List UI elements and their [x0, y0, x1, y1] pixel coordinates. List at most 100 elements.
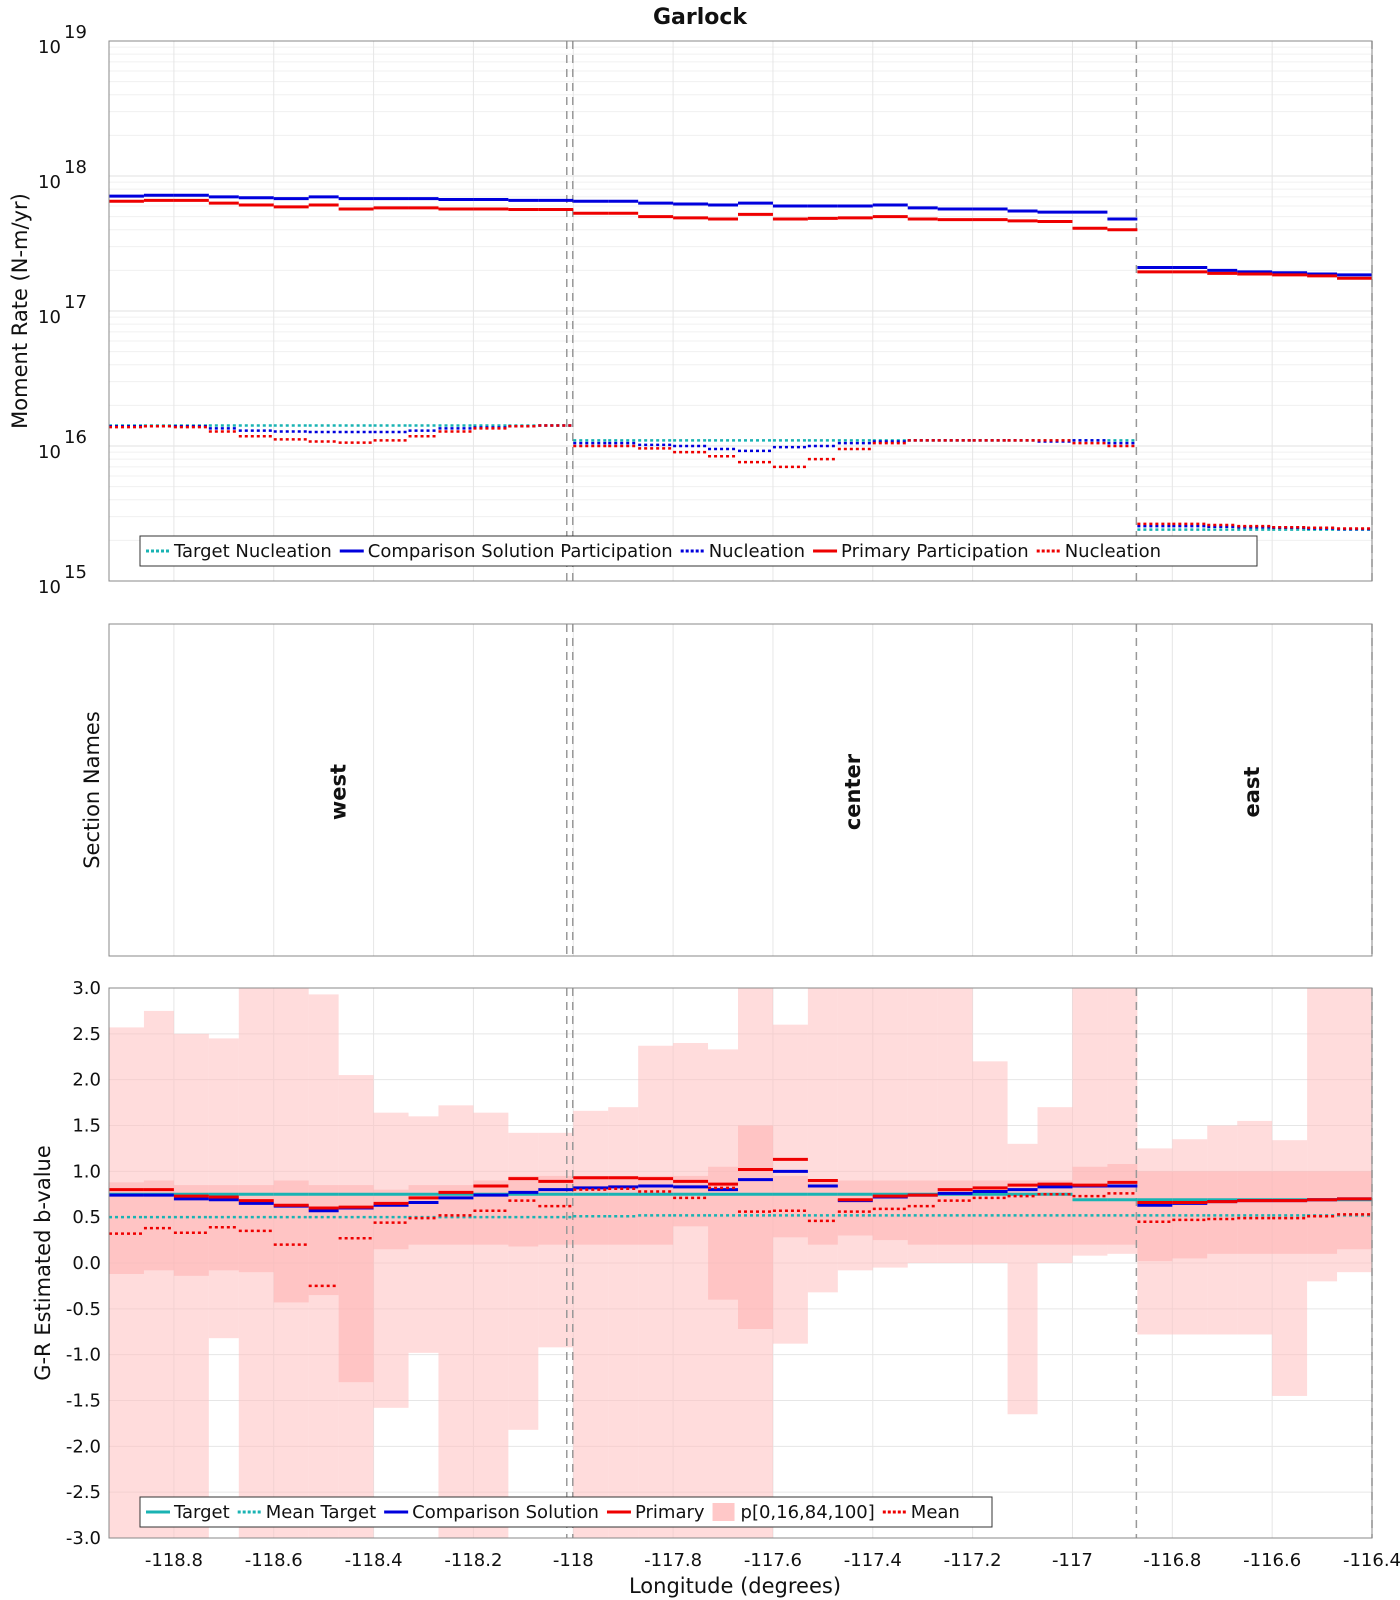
y-tick-exponent: 15 — [64, 562, 87, 583]
percentile-band — [608, 1107, 639, 1538]
percentile-band — [837, 1180, 873, 1236]
section-name-east: east — [1240, 767, 1264, 818]
section-names-panel: west center east Section Names — [80, 623, 1373, 957]
legend-box — [139, 1496, 993, 1528]
y-tick-exponent: 19 — [64, 22, 87, 43]
percentile-band — [143, 1010, 174, 1538]
legend-swatch — [712, 1503, 735, 1521]
percentile-band — [1037, 1180, 1073, 1245]
percentile-band — [109, 1027, 144, 1538]
percentile-band — [638, 1045, 674, 1538]
y-tick-label: -2.5 — [66, 1482, 101, 1503]
legend-percentiles: p[0,16,84,100] — [741, 1502, 875, 1523]
percentile-band — [109, 1182, 144, 1274]
percentile-band — [673, 1175, 709, 1227]
y-tick-label: 2.5 — [72, 1024, 101, 1045]
percentile-band — [1107, 1164, 1138, 1245]
legend-primary-nucleation: Nucleation — [1065, 541, 1161, 562]
x-tick-label: -117 — [1052, 1550, 1093, 1571]
x-tick-label: -118.6 — [245, 1550, 303, 1571]
percentile-band — [772, 1175, 808, 1238]
chart-title: Garlock — [653, 5, 748, 30]
percentile-bands — [109, 988, 1372, 1538]
percentile-band — [937, 1180, 973, 1245]
y-tick-label: 2.0 — [72, 1070, 101, 1091]
legend-comparison-participation: Comparison Solution Participation — [368, 541, 673, 562]
legend-target: Target — [173, 1502, 230, 1523]
x-tick-label: -118 — [553, 1550, 594, 1571]
y-tick-label: -3.0 — [66, 1528, 101, 1549]
plot-frame — [108, 987, 1373, 1539]
percentile-band — [1137, 1171, 1173, 1262]
section-name-center: center — [841, 753, 865, 830]
x-tick-label: -117.6 — [744, 1550, 802, 1571]
y-tick-exponent: 16 — [64, 427, 87, 448]
y-tick-exponent: 17 — [64, 292, 87, 313]
percentile-band — [1072, 1166, 1108, 1245]
plot-frame — [108, 623, 1373, 957]
y-tick-label: 10 — [38, 172, 61, 193]
y-tick-label: -0.5 — [66, 1299, 101, 1320]
percentile-band — [807, 988, 838, 1293]
x-tick-label: -117.2 — [944, 1550, 1002, 1571]
y-tick-label: -1.5 — [66, 1391, 101, 1412]
y-tick-label: 3.0 — [72, 978, 101, 999]
percentile-band — [1237, 1171, 1273, 1254]
percentile-band — [338, 1185, 374, 1383]
percentile-band — [508, 1175, 539, 1247]
percentile-band — [872, 1180, 908, 1241]
x-tick-label: -118.8 — [145, 1550, 203, 1571]
b-value-panel: 3.0 2.5 2.0 1.5 1.0 0.5 0.0 -0.5 -1.0 -1.5 -2.0 -2.… — [31, 978, 1373, 1549]
b-value-series — [109, 1157, 1372, 1288]
y-tick-exponent: 18 — [64, 157, 87, 178]
x-tick-label: -117.4 — [844, 1550, 902, 1571]
x-axis-label: Longitude (degrees) — [629, 1574, 841, 1598]
y-tick-label: 1.5 — [72, 1116, 101, 1137]
x-tick-label: -118.2 — [444, 1550, 502, 1571]
y-axis-label: G-R Estimated b-value — [31, 1145, 55, 1381]
y-tick-label: 0.0 — [72, 1253, 101, 1274]
percentile-band — [738, 1125, 773, 1329]
percentile-band — [373, 1189, 409, 1250]
percentile-band — [807, 1180, 838, 1245]
percentile-band — [1337, 1171, 1372, 1250]
y-tick-label: 10 — [38, 37, 61, 58]
percentile-band — [473, 1112, 509, 1538]
y-tick-label: -1.0 — [66, 1345, 101, 1366]
legend-mean-target: Mean Target — [266, 1502, 376, 1523]
y-tick-label: 10 — [38, 442, 61, 463]
percentile-band — [438, 1105, 474, 1538]
percentile-band — [907, 1180, 938, 1245]
legend-primary-participation: Primary Participation — [841, 541, 1029, 562]
percentile-band — [1007, 1180, 1038, 1245]
percentile-band — [538, 1175, 574, 1245]
x-tick-label: -118.4 — [345, 1550, 403, 1571]
percentile-band — [238, 1185, 274, 1273]
percentile-band — [573, 1175, 609, 1245]
y-axis-label: Moment Rate (N-m/yr) — [8, 193, 32, 429]
percentile-band — [673, 1043, 709, 1538]
y-tick-label: 10 — [38, 577, 61, 598]
x-tick-label: -116.6 — [1243, 1550, 1301, 1571]
legend-primary: Primary — [635, 1502, 705, 1523]
x-tick-label: -116.4 — [1343, 1550, 1400, 1571]
percentile-band — [373, 1112, 409, 1408]
section-name-west: west — [327, 764, 351, 820]
y-tick-label: -2.0 — [66, 1436, 101, 1457]
percentile-band — [573, 1110, 609, 1538]
percentile-band — [173, 1033, 209, 1538]
y-tick-label: 10 — [38, 307, 61, 328]
y-tick-label: 0.5 — [72, 1207, 101, 1228]
percentile-band — [1307, 1171, 1338, 1254]
percentile-band — [1272, 1171, 1308, 1254]
legend-comparison-nucleation: Nucleation — [709, 541, 805, 562]
percentile-band — [273, 1180, 309, 1303]
legend-target-nucleation: Target Nucleation — [173, 541, 332, 562]
legend-mean: Mean — [911, 1502, 960, 1523]
plot-frame — [108, 40, 1373, 582]
percentile-band — [1172, 1171, 1208, 1259]
y-tick-label: 1.0 — [72, 1161, 101, 1182]
x-tick-label: -116.8 — [1143, 1550, 1201, 1571]
percentile-band — [308, 1185, 339, 1296]
